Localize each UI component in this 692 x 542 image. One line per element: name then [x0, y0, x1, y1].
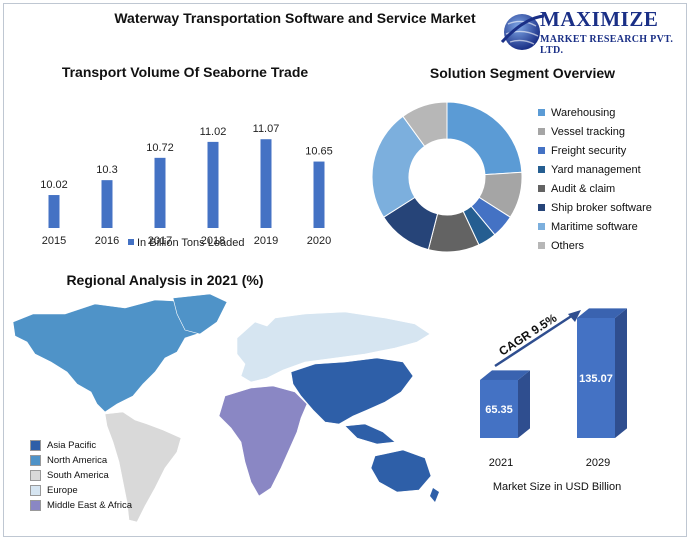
- legend-label: Asia Pacific: [47, 440, 97, 451]
- legend-label: South America: [47, 470, 109, 481]
- page-frame: [3, 3, 687, 537]
- legend-label: Audit & claim: [551, 182, 616, 195]
- legend-label: Maritime software: [551, 220, 638, 233]
- arrow-head-icon: [568, 310, 581, 322]
- map-legend-item: Middle East & Africa: [30, 498, 132, 513]
- legend-swatch: [128, 239, 134, 245]
- map-legend-item: Europe: [30, 483, 132, 498]
- bar-2020: [313, 161, 325, 228]
- x-tick-label: 2018: [201, 235, 225, 247]
- donut-chart-title: Solution Segment Overview: [429, 65, 616, 81]
- donut-slice-others: [402, 101, 448, 147]
- x-tick-label: 2021: [489, 457, 513, 469]
- world-map: [12, 293, 439, 523]
- donut-legend-item: Others: [538, 236, 688, 255]
- map-legend-item: North America: [30, 453, 132, 468]
- bar-side-2021: [518, 370, 530, 438]
- x-tick-label: 2016: [95, 235, 119, 247]
- legend-label: Middle East & Africa: [47, 500, 133, 511]
- x-axis-label: Market Size in USD Billion: [493, 481, 621, 493]
- bar-2021: [480, 379, 518, 438]
- map-region-middle-east-africa: [218, 385, 308, 497]
- legend-label: North America: [47, 455, 108, 466]
- bar-value-label: 135.07: [579, 373, 613, 385]
- map-region-europe: [236, 311, 431, 383]
- bar-value-label: 10.3: [96, 164, 117, 176]
- legend-swatch: [30, 440, 41, 451]
- bar-side-2029: [615, 308, 627, 438]
- legend-label: Freight security: [551, 144, 627, 157]
- market-size-3d-bar-chart: 65.35 2021 135.07 2029 CAGR 9.5% Market Size …: [480, 308, 627, 493]
- legend-swatch: [538, 109, 545, 116]
- bar-value-label: 65.35: [485, 404, 513, 416]
- solution-segment-donut-chart: [371, 101, 523, 253]
- legend-swatch: [30, 485, 41, 496]
- map-legend-item: South America: [30, 468, 132, 483]
- legend-label: Vessel tracking: [551, 125, 625, 138]
- logo-name: MAXIMIZE: [540, 7, 659, 31]
- bar-2018: [207, 141, 219, 228]
- cagr-arrow: [494, 313, 574, 368]
- page-title: Waterway Transportation Software and Ser…: [114, 10, 476, 26]
- legend-swatch: [30, 455, 41, 466]
- x-tick-label: 2020: [307, 235, 331, 247]
- x-tick-label: 2015: [42, 235, 66, 247]
- x-tick-label: 2019: [254, 235, 278, 247]
- legend-swatch: [538, 185, 545, 192]
- map-region-australia: [370, 449, 432, 493]
- donut-legend-item: Freight security: [538, 141, 688, 160]
- legend-label: Ship broker software: [551, 201, 652, 214]
- map-title: Regional Analysis in 2021 (%): [66, 272, 264, 288]
- bar-value-label: 10.02: [40, 179, 68, 191]
- map-legend: Asia Pacific North America South America Eu…: [30, 438, 132, 513]
- logo-subtitle: MARKET RESEARCH PVT. LTD.: [540, 34, 674, 56]
- x-tick-label: 2017: [148, 235, 172, 247]
- donut-legend-item: Audit & claim: [538, 179, 688, 198]
- bar-value-label: 10.65: [305, 146, 333, 158]
- bar-value-label: 11.07: [253, 123, 280, 135]
- x-tick-label: 2029: [586, 457, 610, 469]
- legend-swatch: [30, 500, 41, 511]
- donut-legend: Warehousing Vessel tracking Freight securi…: [538, 103, 688, 255]
- donut-legend-item: Yard management: [538, 160, 688, 179]
- bar-2029: [577, 318, 615, 438]
- map-region-asia-pacific: [290, 357, 414, 425]
- legend-swatch: [538, 223, 545, 230]
- donut-slice-warehousing: [446, 101, 523, 176]
- legend-swatch: [538, 242, 545, 249]
- cagr-label: CAGR 9.5%: [496, 311, 559, 359]
- bar-top-2029: [577, 308, 627, 318]
- legend-label: Europe: [47, 485, 78, 496]
- legend-swatch: [30, 470, 41, 481]
- legend-swatch: [538, 147, 545, 154]
- bar-chart-title: Transport Volume Of Seaborne Trade: [61, 64, 309, 80]
- bar-2016: [101, 180, 113, 228]
- legend-label: Yard management: [551, 163, 641, 176]
- bar-top-2021: [480, 370, 530, 380]
- legend-swatch: [538, 128, 545, 135]
- legend-label: In Billion Tons Loaded: [137, 237, 244, 249]
- bar-2015: [48, 195, 60, 228]
- donut-legend-item: Ship broker software: [538, 198, 688, 217]
- donut-legend-item: Vessel tracking: [538, 122, 688, 141]
- bar-value-label: 11.02: [200, 126, 227, 138]
- seaborne-trade-bar-chart: 10.02 2015 10.3 2016 10.72 2017 11.02 2018 11.07…: [40, 123, 333, 249]
- legend-swatch: [538, 204, 545, 211]
- legend-swatch: [538, 166, 545, 173]
- bar-2017: [154, 157, 166, 228]
- donut-legend-item: Warehousing: [538, 103, 688, 122]
- map-region-south-america: [104, 411, 182, 523]
- map-region-southeast-asia: [344, 423, 396, 445]
- donut-legend-item: Maritime software: [538, 217, 688, 236]
- bar-2019: [260, 139, 272, 228]
- company-logo: [500, 14, 545, 50]
- legend-label: Others: [551, 239, 585, 252]
- map-region-greenland: [172, 293, 228, 335]
- bar-value-label: 10.72: [146, 142, 174, 154]
- legend-label: Warehousing: [551, 106, 616, 119]
- map-legend-item: Asia Pacific: [30, 438, 132, 453]
- map-region-new-zealand: [430, 488, 439, 502]
